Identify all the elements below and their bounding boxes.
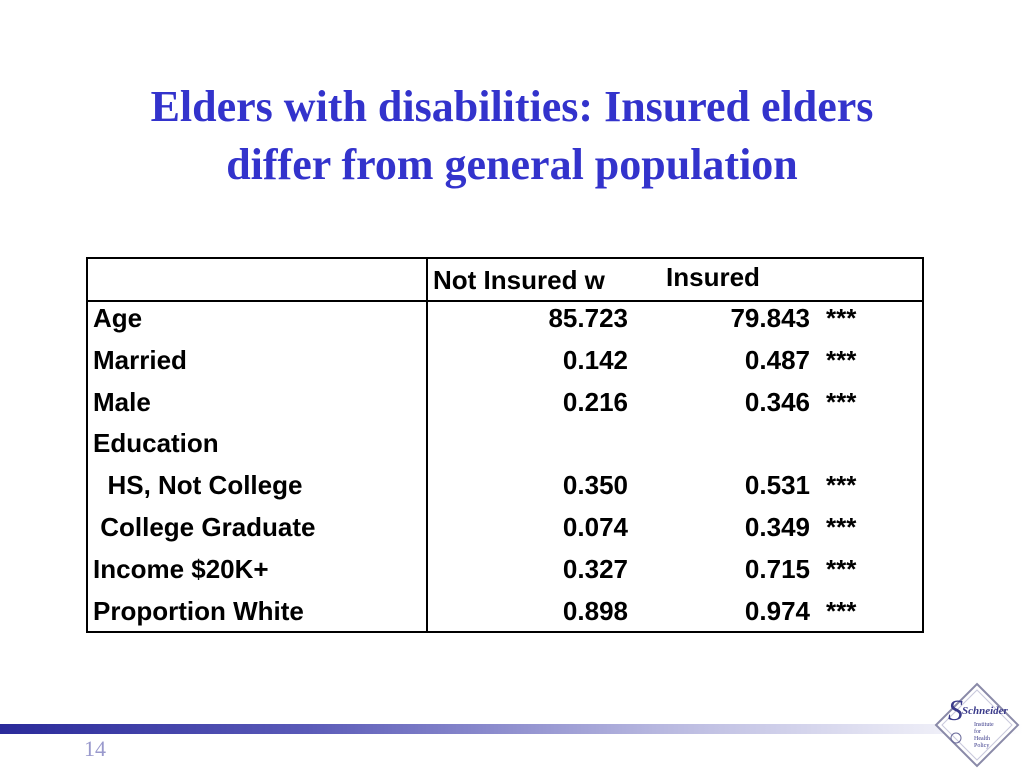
- logo-line-3: Health: [974, 736, 990, 742]
- not-insured-value: 0.898: [562, 595, 628, 626]
- logo-line-4: Policy: [974, 743, 989, 749]
- page-number: 14: [84, 736, 106, 761]
- row-label: Age: [93, 303, 143, 333]
- row-label: Proportion White: [93, 595, 304, 626]
- not-insured-value: 0.142: [562, 344, 628, 375]
- table-row: Male 0.216 0.346 ***: [88, 387, 922, 429]
- table-row: HS, Not College 0.350 0.531 ***: [88, 470, 922, 512]
- insured-value: 0.715: [744, 553, 810, 584]
- significance-marker: ***: [826, 512, 857, 542]
- table-row: Education: [88, 428, 922, 470]
- title-line-2: differ from general population: [226, 140, 798, 189]
- significance-marker: ***: [826, 595, 857, 626]
- logo-line-2: for: [974, 728, 981, 735]
- footer-gradient-bar: [0, 724, 1024, 734]
- table-row: Proportion White 0.898 0.974 ***: [88, 596, 922, 638]
- insured-value: 0.346: [744, 386, 810, 417]
- not-insured-value: 0.216: [562, 386, 628, 417]
- not-insured-value: 0.350: [562, 470, 628, 501]
- logo-line-1: Institute: [974, 722, 994, 728]
- not-insured-value: 0.327: [562, 553, 628, 584]
- row-label: College Graduate: [93, 512, 316, 542]
- insured-value: 0.487: [744, 344, 810, 375]
- table-row: College Graduate 0.074 0.349 ***: [88, 512, 922, 554]
- significance-marker: ***: [826, 553, 857, 584]
- not-insured-value: 85.723: [548, 303, 628, 333]
- row-label: Male: [93, 386, 151, 417]
- slide-title: Elders with disabilities: Insured elders…: [60, 78, 964, 194]
- significance-marker: ***: [826, 344, 857, 375]
- table-row: Married 0.142 0.487 ***: [88, 345, 922, 387]
- title-line-1: Elders with disabilities: Insured elders: [150, 82, 874, 131]
- significance-marker: ***: [826, 470, 857, 501]
- row-label: Education: [93, 428, 219, 459]
- table-row: Age 85.723 79.843 ***: [88, 303, 922, 345]
- schneider-institute-logo: S Schneider Institute for Health Policy: [934, 682, 1020, 768]
- not-insured-value: 0.074: [562, 512, 628, 542]
- row-label: Married: [93, 344, 187, 375]
- significance-marker: ***: [826, 386, 857, 417]
- insured-value: 79.843: [730, 303, 810, 333]
- logo-name: Schneider: [962, 705, 1009, 717]
- column-divider: [426, 259, 428, 631]
- table-header-row: Not Insured w Insured: [88, 259, 922, 302]
- insured-value: 0.974: [744, 595, 810, 626]
- header-not-insured: Not Insured w: [433, 265, 605, 295]
- row-label: HS, Not College: [93, 470, 303, 501]
- header-insured: Insured: [666, 262, 760, 292]
- insured-value: 0.349: [744, 512, 810, 542]
- comparison-table: Not Insured w Insured Age 85.723 79.843 ***…: [86, 257, 924, 633]
- insured-value: 0.531: [744, 470, 810, 501]
- logo-s-glyph: S: [948, 694, 963, 727]
- row-label: Income $20K+: [93, 553, 269, 584]
- table-row: Income $20K+ 0.327 0.715 ***: [88, 554, 922, 596]
- significance-marker: ***: [826, 303, 857, 333]
